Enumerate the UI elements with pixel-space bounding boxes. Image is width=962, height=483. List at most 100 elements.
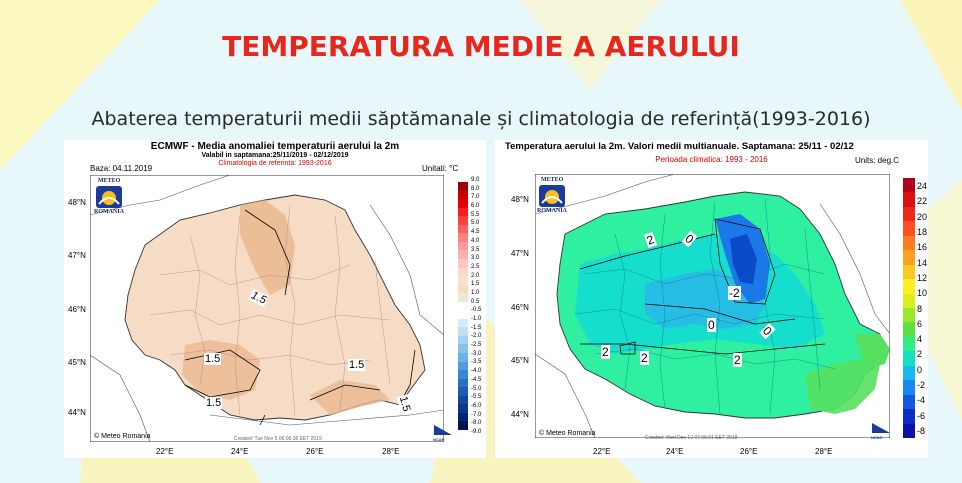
anomaly-map <box>90 175 444 442</box>
colorbar-label: 2.0 <box>471 272 480 279</box>
colorbar-label: 6.0 <box>471 203 480 210</box>
anomaly-contour-label: 1.5 <box>205 397 223 409</box>
colorbar-label: -8 <box>917 426 926 436</box>
colorbar-label: 2.5 <box>471 263 480 270</box>
colorbar-label: -7.0 <box>471 411 482 418</box>
climatology-map-panel: Temperatura aerului la 2m. Valori medii … <box>495 140 928 458</box>
colorbar-label: 9.0 <box>471 177 480 183</box>
anomaly-copyright: © Meteo Romania <box>94 433 151 440</box>
colorbar-swatch <box>458 224 468 234</box>
colorbar-label: -3.0 <box>471 350 482 357</box>
colorbar-swatch <box>458 335 468 345</box>
colorbar-label: 14 <box>917 257 928 268</box>
colorbar-swatch <box>458 344 468 354</box>
climatology-contour-label: -2 <box>728 286 741 300</box>
colorbar-label: 0.5 <box>471 298 480 305</box>
climatology-map-title: Temperatura aerului la 2m. Valori medii … <box>505 141 854 152</box>
colorbar-swatch <box>458 241 468 251</box>
climatology-contour-label: 2 <box>623 336 627 345</box>
climatology-contour-label: 2 <box>640 351 649 365</box>
anomaly-lon-label: 26°E <box>306 447 324 456</box>
climatology-lat-label: 45°N <box>511 356 529 365</box>
climatology-map-units: Units: deg.C <box>855 156 900 165</box>
colorbar-label: -1.0 <box>471 316 482 323</box>
anomaly-contour-label: 1.5 <box>348 359 366 371</box>
anomaly-lon-label: 22°E <box>156 447 174 456</box>
colorbar-swatch <box>458 361 468 371</box>
colorbar-swatch <box>458 199 468 209</box>
climatology-map <box>535 174 890 438</box>
colorbar-swatch <box>458 421 468 431</box>
colorbar-swatch <box>458 233 468 243</box>
colorbar-label: 0 <box>917 364 923 375</box>
colorbar-swatch <box>458 190 468 200</box>
colorbar-label: 4.5 <box>471 229 480 236</box>
anomaly-lat-label: 45°N <box>68 358 86 367</box>
colorbar-label: 5.0 <box>471 220 480 227</box>
colorbar-label: -6 <box>917 410 926 421</box>
colorbar-label: 8.0 <box>471 185 480 192</box>
anomaly-map-base: Baza: 04.11.2019 <box>90 164 153 173</box>
colorbar-label: -2 <box>917 380 926 391</box>
anomaly-map-climatology: Climatologia de referinta: 1993-2016 <box>218 160 332 167</box>
colorbar-swatch <box>903 322 915 338</box>
colorbar-swatch <box>458 404 468 414</box>
climatology-lon-label: 24°E <box>666 447 684 456</box>
colorbar-swatch <box>903 409 915 425</box>
colorbar-swatch <box>458 250 468 260</box>
climatology-copyright: © Meteo Romania <box>539 430 596 437</box>
climatology-contour-label: 0 <box>707 318 716 332</box>
climatology-contour-label: 2 <box>733 353 742 367</box>
anomaly-lat-label: 46°N <box>68 305 86 314</box>
page-title: TEMPERATURA MEDIE A AERULUI <box>222 30 740 63</box>
colorbar-label: -2.0 <box>471 333 482 340</box>
colorbar-label: -9.0 <box>471 429 482 435</box>
anomaly-lon-label: 28°E <box>382 447 400 456</box>
colorbar-swatch <box>458 207 468 217</box>
climatology-lat-label: 44°N <box>511 410 529 419</box>
colorbar-swatch <box>458 182 468 192</box>
colorbar-label: 1.0 <box>471 289 480 296</box>
anomaly-map-valid: Valabil in saptamana:25/11/2019 - 02/12/… <box>201 152 349 159</box>
climatology-colorbar <box>903 178 915 439</box>
colorbar-label: -4 <box>917 395 926 406</box>
colorbar-swatch <box>903 308 915 323</box>
colorbar-label: 24 <box>917 181 928 191</box>
colorbar-swatch <box>903 423 915 439</box>
climatology-lon-label: 22°E <box>593 447 611 456</box>
colorbar-swatch <box>458 276 468 286</box>
anomaly-map-title: ECMWF - Media anomaliei temperaturii aer… <box>150 141 400 152</box>
colorbar-swatch <box>903 221 915 237</box>
colorbar-label: 6 <box>917 318 923 329</box>
colorbar-label: 4 <box>917 334 923 345</box>
anomaly-lat-label: 47°N <box>68 251 86 260</box>
colorbar-label: -4.0 <box>471 368 482 375</box>
page-subtitle: Abaterea temperaturii medii săptămanale … <box>91 108 871 130</box>
colorbar-swatch <box>458 301 468 311</box>
colorbar-label: 4.0 <box>471 237 480 244</box>
colorbar-swatch <box>458 378 468 388</box>
colorbar-label: 3.0 <box>471 255 480 262</box>
colorbar-label: -0.5 <box>471 307 482 314</box>
colorbar-label: 5.5 <box>471 211 480 218</box>
colorbar-swatch <box>903 235 915 251</box>
meteo-romania-logo: METEO ROMANIA <box>94 178 124 215</box>
colorbar-label: 16 <box>917 242 928 253</box>
ncar-label: NCAR <box>433 437 445 442</box>
colorbar-label: 1.5 <box>471 281 480 288</box>
climatology-map-period: Perioada climatica: 1993 - 2016 <box>655 155 768 164</box>
colorbar-label: 8 <box>917 303 923 314</box>
climatology-lon-label: 26°E <box>740 447 758 456</box>
colorbar-swatch <box>903 178 915 193</box>
colorbar-swatch <box>903 279 915 295</box>
colorbar-swatch <box>458 293 468 303</box>
colorbar-label: 7.0 <box>471 194 480 201</box>
colorbar-label: 12 <box>917 272 928 283</box>
colorbar-swatch <box>458 267 468 277</box>
ncar-logo-icon <box>872 423 890 433</box>
colorbar-swatch <box>458 370 468 380</box>
colorbar-label: 10 <box>917 288 928 299</box>
colorbar-swatch <box>458 327 468 337</box>
colorbar-label: -8.0 <box>471 420 482 427</box>
colorbar-swatch <box>903 394 915 410</box>
